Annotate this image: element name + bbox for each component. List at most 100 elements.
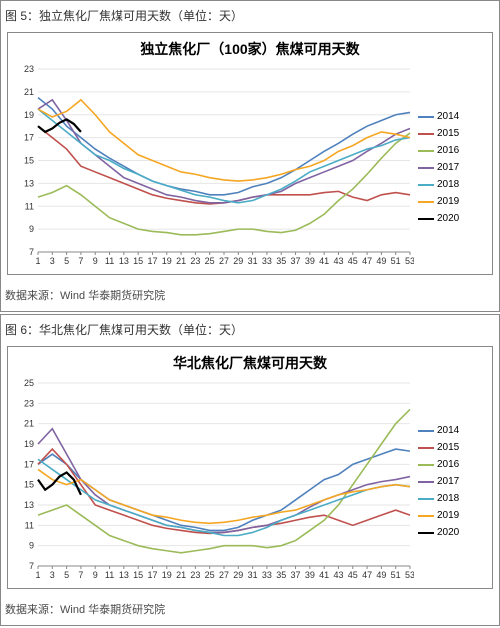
legend-swatch (418, 430, 434, 432)
figure-6-source: 数据来源：Wind 华泰期货研究院 (1, 595, 499, 625)
legend-item-2016: 2016 (418, 145, 462, 156)
legend-label: 2014 (437, 425, 459, 436)
svg-text:25: 25 (24, 379, 34, 388)
svg-text:11: 11 (25, 201, 34, 211)
svg-text:19: 19 (162, 256, 172, 266)
figure-5-caption: 图 5：独立焦化厂焦煤可用天数（单位：天） (1, 1, 499, 28)
figure-5: 图 5：独立焦化厂焦煤可用天数（单位：天） 独立焦化厂（100家）焦煤可用天数 … (0, 0, 500, 312)
svg-text:23: 23 (190, 256, 200, 266)
svg-text:33: 33 (262, 570, 272, 580)
legend-item-2020: 2020 (418, 213, 462, 224)
svg-text:23: 23 (24, 398, 34, 408)
svg-text:25: 25 (205, 256, 215, 266)
legend-label: 2020 (437, 213, 459, 224)
svg-text:15: 15 (133, 256, 143, 266)
legend-swatch (418, 150, 434, 152)
svg-text:1: 1 (35, 256, 40, 266)
svg-text:5: 5 (64, 256, 69, 266)
svg-text:49: 49 (376, 256, 386, 266)
svg-text:21: 21 (176, 256, 186, 266)
legend-label: 2017 (437, 162, 459, 173)
legend-label: 2020 (437, 527, 459, 538)
legend-label: 2019 (437, 510, 459, 521)
legend-swatch (418, 184, 434, 186)
svg-text:15: 15 (24, 480, 34, 490)
svg-text:39: 39 (305, 570, 315, 580)
legend-item-2017: 2017 (418, 476, 462, 487)
svg-text:7: 7 (29, 561, 34, 571)
svg-text:31: 31 (248, 256, 258, 266)
svg-text:9: 9 (93, 570, 98, 580)
figure-6: 图 6：华北焦化厂焦煤可用天数（单位：天） 华北焦化厂焦煤可用天数 791113… (0, 314, 500, 626)
svg-text:7: 7 (78, 256, 83, 266)
legend-item-2016: 2016 (418, 459, 462, 470)
svg-text:13: 13 (24, 178, 34, 188)
svg-text:19: 19 (162, 570, 172, 580)
legend-item-2019: 2019 (418, 510, 462, 521)
legend-label: 2017 (437, 476, 459, 487)
svg-text:43: 43 (333, 570, 343, 580)
legend-item-2014: 2014 (418, 425, 462, 436)
legend-swatch (418, 167, 434, 169)
figure-5-plot: 7911131517192123135791113151719212325272… (14, 65, 414, 270)
legend-swatch (418, 133, 434, 135)
svg-text:47: 47 (362, 570, 372, 580)
figure-6-plot: 7911131517192123251357911131517192123252… (14, 379, 414, 584)
legend-swatch (418, 464, 434, 466)
legend-item-2018: 2018 (418, 179, 462, 190)
svg-text:41: 41 (319, 570, 329, 580)
svg-text:1: 1 (35, 570, 40, 580)
svg-text:3: 3 (50, 570, 55, 580)
svg-text:29: 29 (233, 570, 243, 580)
figure-6-legend: 2014 2015 2016 2017 2018 2019 2020 (414, 379, 462, 584)
svg-text:51: 51 (391, 256, 401, 266)
svg-text:21: 21 (24, 419, 34, 429)
svg-text:25: 25 (205, 570, 215, 580)
series-2016 (38, 409, 410, 552)
svg-text:23: 23 (190, 570, 200, 580)
svg-text:13: 13 (24, 500, 34, 510)
svg-text:37: 37 (291, 256, 301, 266)
legend-swatch (418, 481, 434, 483)
legend-label: 2018 (437, 179, 459, 190)
svg-text:19: 19 (24, 110, 34, 120)
series-2019 (38, 469, 410, 523)
svg-text:7: 7 (29, 247, 34, 257)
svg-text:13: 13 (119, 570, 129, 580)
svg-text:5: 5 (64, 570, 69, 580)
figure-6-title: 华北焦化厂焦煤可用天数 (14, 353, 486, 373)
figure-6-chart: 华北焦化厂焦煤可用天数 7911131517192123251357911131… (7, 346, 493, 589)
legend-swatch (418, 532, 434, 534)
svg-text:17: 17 (24, 133, 34, 143)
legend-item-2019: 2019 (418, 196, 462, 207)
svg-text:39: 39 (305, 256, 315, 266)
svg-text:27: 27 (219, 256, 229, 266)
svg-text:37: 37 (291, 570, 301, 580)
svg-text:17: 17 (147, 570, 157, 580)
svg-text:17: 17 (147, 256, 157, 266)
svg-text:9: 9 (93, 256, 98, 266)
legend-label: 2016 (437, 459, 459, 470)
svg-text:45: 45 (348, 570, 358, 580)
series-2019 (38, 100, 410, 181)
figure-5-chart: 独立焦化厂（100家）焦煤可用天数 7911131517192123135791… (7, 32, 493, 275)
figure-5-title: 独立焦化厂（100家）焦煤可用天数 (14, 39, 486, 59)
legend-item-2015: 2015 (418, 442, 462, 453)
svg-text:11: 11 (105, 570, 114, 580)
svg-text:21: 21 (24, 87, 34, 97)
figure-5-source: 数据来源：Wind 华泰期货研究院 (1, 281, 499, 311)
svg-text:13: 13 (119, 256, 129, 266)
svg-text:53: 53 (405, 256, 414, 266)
legend-item-2018: 2018 (418, 493, 462, 504)
figure-5-legend: 2014201520162017201820192020 (414, 65, 462, 270)
legend-item-2014: 2014 (418, 111, 462, 122)
legend-label: 2014 (437, 111, 459, 122)
legend-swatch (418, 201, 434, 203)
legend-item-2017: 2017 (418, 162, 462, 173)
legend-swatch (418, 447, 434, 449)
svg-text:3: 3 (50, 256, 55, 266)
svg-text:21: 21 (176, 570, 186, 580)
svg-text:15: 15 (24, 156, 34, 166)
svg-text:53: 53 (405, 570, 414, 580)
svg-text:51: 51 (391, 570, 401, 580)
